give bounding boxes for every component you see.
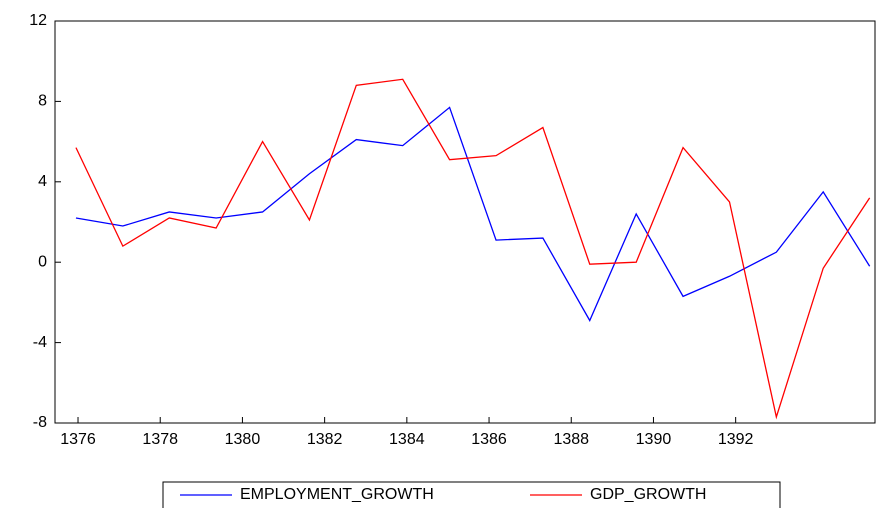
x-tick-label: 1376 <box>60 431 96 448</box>
legend-label: EMPLOYMENT_GROWTH <box>240 486 434 503</box>
legend-label: GDP_GROWTH <box>590 486 706 503</box>
y-tick-label: 12 <box>29 12 47 29</box>
x-tick-label: 1378 <box>142 431 178 448</box>
plot-frame <box>54 20 876 424</box>
series-line <box>75 78 871 420</box>
y-tick-label: -4 <box>33 334 47 351</box>
x-tick-label: 1380 <box>225 431 261 448</box>
x-tick-label: 1390 <box>636 431 672 448</box>
x-tick-label: 1388 <box>553 431 589 448</box>
x-tick-label: 1386 <box>471 431 507 448</box>
series-line <box>75 106 871 322</box>
x-tick-label: 1392 <box>718 431 754 448</box>
legend-box <box>162 481 781 508</box>
y-tick-label: 0 <box>38 253 47 270</box>
x-tick-label: 1382 <box>307 431 343 448</box>
y-tick-label: -8 <box>33 414 47 431</box>
x-tick-label: 1384 <box>389 431 425 448</box>
y-tick-label: 8 <box>38 93 47 110</box>
y-tick-label: 4 <box>38 173 47 190</box>
